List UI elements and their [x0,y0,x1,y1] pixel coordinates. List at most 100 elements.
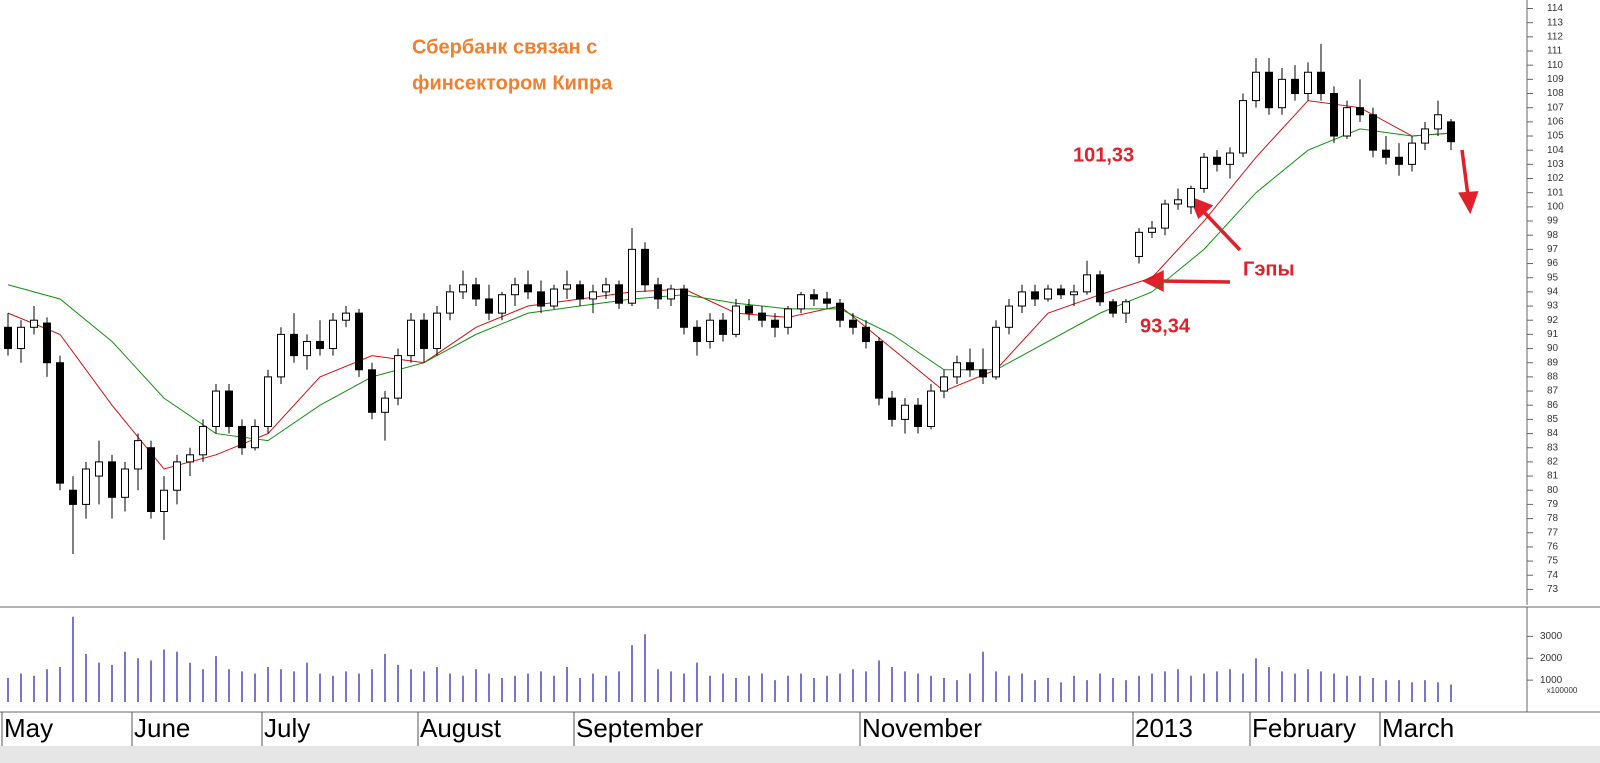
candle-body [953,362,961,378]
y-tick-label: 89 [1547,357,1559,368]
y-tick-label: 112 [1547,31,1563,42]
annotation-price: 93,34 [1140,315,1191,337]
candle-body [1317,71,1325,95]
candle-body [1174,199,1182,205]
candle-body [368,369,376,413]
y-tick-label: 105 [1547,131,1564,142]
candle-body [758,312,766,321]
candle-body [420,319,428,350]
candle-body [680,288,688,328]
x-tick-label: May [4,713,53,743]
candle-body [160,489,168,512]
y-tick-label: 102 [1547,173,1564,184]
candle-body [485,298,493,314]
candle-body [524,284,532,293]
candle-body [381,397,389,413]
candle-body [1447,121,1455,143]
arrow-head [1188,195,1214,219]
candle-body [1031,291,1039,300]
y-tick-label: 85 [1547,414,1559,425]
y-tick-label: 81 [1547,471,1559,482]
y-tick-label: 99 [1547,216,1559,227]
y-tick-label: 1000 [1540,675,1563,686]
candle-body [1343,107,1351,137]
candle-body [589,291,597,300]
candle-body [1408,142,1416,165]
candle-body [1187,187,1195,208]
candle-body [1096,274,1104,303]
candle-body [56,362,64,484]
candle-body [69,489,77,505]
annotation-price: 101,33 [1073,144,1134,166]
candle-body [498,294,506,314]
arrow [1460,149,1470,197]
candle-body [82,468,90,505]
candle-body [4,326,12,350]
y-tick-label: 95 [1547,272,1559,283]
candle-body [1382,149,1390,158]
candle-body [355,312,363,371]
y-tick-label: 76 [1547,542,1559,553]
candle-body [810,294,818,300]
y-tick-label: 106 [1547,116,1564,127]
candle-body [1018,291,1026,307]
candle-body [446,291,454,314]
arrow-head [1142,270,1164,292]
candle-body [628,248,636,304]
candle-body [992,326,1000,378]
candle-body [511,284,519,296]
candle-body [745,305,753,314]
candle-body [1083,274,1091,293]
y-tick-label: 77 [1547,527,1559,538]
candle-body [238,425,246,449]
candle-body [472,284,480,300]
candle-body [147,447,155,512]
y-tick-label: 93 [1547,301,1559,312]
candle-body [1369,114,1377,151]
annotation-title: Сбербанк связан с [412,36,597,58]
y-tick-label: 109 [1547,74,1564,85]
candle-body [459,284,467,293]
arrows [1142,149,1479,292]
y-tick-label: 88 [1547,372,1559,383]
y-tick-label: 86 [1547,400,1559,411]
y-tick-label: 94 [1547,287,1559,298]
y-tick-label: 90 [1547,343,1559,354]
candle-body [654,284,662,300]
annotation-title: финсектором Кипра [412,72,613,94]
candle-body [1109,301,1117,314]
candle-body [1291,78,1299,95]
candle-body [316,340,324,350]
candle-body [121,468,129,498]
candle-body [940,376,948,392]
candle-body [108,461,116,498]
x-tick-label: June [134,713,190,743]
candle-body [1122,301,1130,314]
x-tick-label: July [264,713,310,743]
candle-body [212,390,220,427]
y-tick-label: 74 [1547,570,1559,581]
candle-body [1434,114,1442,130]
candle-body [836,302,844,321]
y-tick-label: 108 [1547,88,1564,99]
candle-body [576,284,584,300]
y-tick-label: 84 [1547,428,1559,439]
candle-body [875,340,883,399]
candle-body [862,326,870,342]
candle-body [264,376,272,427]
arrow-head [1458,191,1479,215]
candle-body [199,425,207,456]
y-tick-label: 83 [1547,442,1559,453]
candle-body [667,288,675,300]
candle-body [186,454,194,463]
candle-body [693,326,701,342]
y-tick-label: 96 [1547,258,1559,269]
candle-body [303,340,311,357]
candle-body [329,319,337,350]
x-tick-label: 2013 [1135,713,1193,743]
candle-body [43,322,51,364]
x-tick-label: February [1252,713,1356,743]
candle-body [1148,227,1156,233]
candle-body [797,294,805,310]
